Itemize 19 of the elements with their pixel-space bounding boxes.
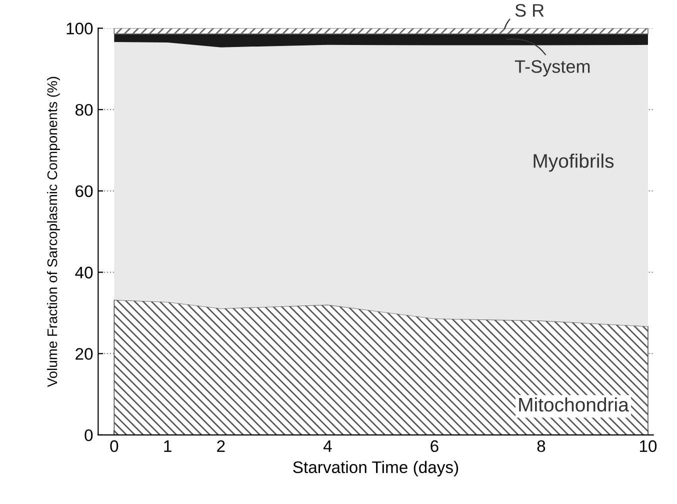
- y-tick-label: 60: [76, 185, 93, 198]
- x-tick-label: 8: [537, 440, 546, 452]
- y-tick-label: 0: [84, 429, 93, 442]
- series-label: S R: [515, 4, 544, 17]
- series-label: T-System: [514, 60, 590, 76]
- x-tick-label: 2: [217, 440, 225, 452]
- y-axis-title: Volume Fraction of Sarcoplasmic Components (%): [46, 76, 60, 388]
- series-label: Myofibrils: [534, 154, 614, 172]
- x-tick-label: 6: [430, 440, 438, 452]
- series-label: Mitochondria: [519, 397, 629, 412]
- x-tick-label: 10: [640, 440, 657, 452]
- x-tick-label: 0: [110, 440, 118, 452]
- x-tick-label: 1: [164, 440, 172, 452]
- y-tick-label: 100: [66, 22, 93, 34]
- y-tick-label: 80: [75, 104, 93, 116]
- x-axis-title: Starvation Time (days): [293, 460, 458, 476]
- y-tick-label: 40: [75, 266, 93, 278]
- y-tick-label: 20: [76, 348, 93, 360]
- x-tick-label: 4: [323, 440, 332, 452]
